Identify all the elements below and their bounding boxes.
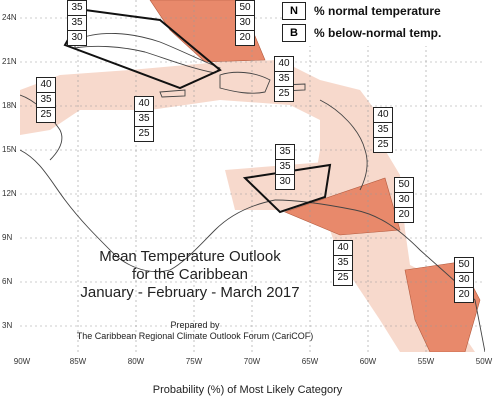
legend-key-normal: N [282, 2, 306, 20]
prob-below: 25 [278, 88, 290, 99]
prob-above: 50 [236, 1, 254, 16]
lat-label-6n: 6N [2, 277, 13, 286]
prob-normal: 35 [374, 123, 392, 138]
prob-normal: 35 [135, 112, 153, 127]
legend: N % normal temperature B % below-normal … [282, 0, 495, 46]
prob-above: 40 [334, 241, 352, 256]
title-line-3: January - February - March 2017 [80, 284, 300, 301]
lat-label-3n: 3N [2, 321, 13, 330]
lat-label-12n: 12N [2, 189, 17, 198]
lon-label-75w: 75W [185, 357, 203, 366]
prob-below: 30 [71, 32, 83, 43]
prob-below: 20 [239, 32, 251, 43]
lat-label-15n: 15N [2, 145, 17, 154]
lat-label-21n: 21N [2, 57, 17, 66]
prob-normal: 30 [455, 273, 473, 288]
central-america-coast [20, 149, 276, 273]
prob-normal: 30 [395, 193, 413, 208]
lon-label-65w: 65W [301, 357, 319, 366]
legend-row-normal: N % normal temperature [282, 2, 441, 20]
lesser-antilles-arc [319, 99, 368, 191]
probability-box-trinidad: 50 30 20 [394, 177, 414, 223]
prob-below: 25 [337, 272, 349, 283]
title-line-1: Mean Temperature Outlook [99, 248, 281, 265]
lon-label-80w: 80W [127, 357, 145, 366]
title-line-2: for the Caribbean [132, 266, 248, 283]
probability-box-bahamas: 35 35 30 [67, 0, 87, 46]
outline-abc [242, 163, 332, 214]
probability-box-lesser-antilles-north: 40 35 25 [274, 56, 294, 102]
prob-below: 20 [398, 209, 410, 220]
prepared-by-org: The Caribbean Regional Climate Outlook F… [76, 331, 314, 341]
prob-above: 40 [37, 78, 55, 93]
lon-label-70w: 70W [243, 357, 261, 366]
hispaniola-coast [219, 71, 271, 94]
map-title: Mean Temperature Outlook for the Caribbe… [60, 248, 320, 302]
lon-label-55w: 55W [417, 357, 435, 366]
legend-text-below: % below-normal temp. [314, 26, 442, 40]
prob-above: 50 [455, 258, 473, 273]
map-canvas [20, 0, 485, 352]
lon-label-90w: 90W [13, 357, 31, 366]
legend-text-normal: % normal temperature [314, 4, 441, 18]
prob-below: 25 [138, 128, 150, 139]
prob-normal: 35 [334, 256, 352, 271]
prob-above: 40 [374, 108, 392, 123]
legend-row-below: B % below-normal temp. [282, 24, 441, 42]
prob-normal: 35 [275, 72, 293, 87]
prob-above: 50 [395, 178, 413, 193]
prepared-by-note: Prepared by The Caribbean Regional Clima… [40, 320, 350, 342]
prob-below: 25 [377, 139, 389, 150]
jamaica-coast [159, 89, 186, 98]
lon-label-85w: 85W [69, 357, 87, 366]
prob-normal: 35 [37, 93, 55, 108]
coastlines [20, 33, 485, 352]
yucatan-coast [20, 94, 63, 161]
lat-label-9n: 9N [2, 233, 13, 242]
map-footer: Probability (%) of Most Likely Category [152, 384, 343, 396]
prob-normal: 30 [236, 16, 254, 31]
dark-zone-trinidad [284, 177, 401, 236]
light-zone-north [20, 60, 475, 352]
probability-box-abc-islands: 35 35 30 [275, 144, 295, 190]
probability-box-guyana: 40 35 25 [333, 240, 353, 286]
prob-below: 25 [40, 109, 52, 120]
prepared-label: Prepared by [170, 320, 220, 330]
prob-above: 35 [68, 1, 86, 16]
lat-label-24n: 24N [2, 13, 17, 22]
lon-label-50w: 50W [475, 357, 493, 366]
legend-key-below: B [282, 24, 306, 42]
prob-normal: 35 [276, 160, 294, 175]
probability-box-suriname: 50 30 20 [454, 257, 474, 303]
prob-below: 20 [458, 289, 470, 300]
probability-box-cayman: 40 35 25 [134, 96, 154, 142]
prob-above: 40 [275, 57, 293, 72]
lon-label-60w: 60W [359, 357, 377, 366]
probability-box-yucatan: 40 35 25 [36, 77, 56, 123]
probability-box-turks: 50 30 20 [235, 0, 255, 46]
prob-above: 35 [276, 145, 294, 160]
lat-label-18n: 18N [2, 101, 17, 110]
probability-box-lesser-antilles-east: 40 35 25 [373, 107, 393, 153]
prob-above: 40 [135, 97, 153, 112]
prob-below: 30 [279, 176, 291, 187]
prob-normal: 35 [68, 16, 86, 31]
